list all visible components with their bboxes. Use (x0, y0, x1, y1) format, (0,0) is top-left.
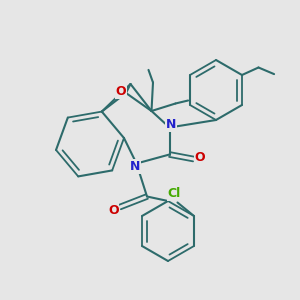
Text: O: O (194, 151, 205, 164)
Text: O: O (108, 203, 119, 217)
Text: O: O (115, 85, 126, 98)
Text: N: N (130, 160, 140, 173)
Text: Cl: Cl (168, 187, 181, 200)
Text: N: N (166, 118, 176, 131)
